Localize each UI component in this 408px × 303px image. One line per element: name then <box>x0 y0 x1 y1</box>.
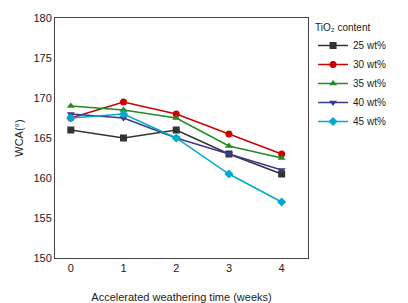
svg-text:TiO₂ content: TiO₂ content <box>315 22 370 33</box>
svg-text:30 wt%: 30 wt% <box>353 59 386 70</box>
svg-text:150: 150 <box>33 252 51 264</box>
svg-text:WCA(°): WCA(°) <box>13 119 25 156</box>
svg-text:1: 1 <box>120 262 126 274</box>
svg-text:45 wt%: 45 wt% <box>353 116 386 127</box>
svg-text:4: 4 <box>279 262 285 274</box>
svg-text:35 wt%: 35 wt% <box>353 78 386 89</box>
svg-text:180: 180 <box>33 12 51 24</box>
svg-text:40 wt%: 40 wt% <box>353 97 386 108</box>
svg-text:155: 155 <box>33 212 51 224</box>
svg-text:175: 175 <box>33 52 51 64</box>
svg-text:25 wt%: 25 wt% <box>353 40 386 51</box>
svg-text:165: 165 <box>33 132 51 144</box>
svg-text:160: 160 <box>33 172 51 184</box>
svg-text:170: 170 <box>33 92 51 104</box>
svg-text:Accelerated weathering time (w: Accelerated weathering time (weeks) <box>91 291 271 303</box>
svg-text:2: 2 <box>173 262 179 274</box>
svg-text:3: 3 <box>226 262 232 274</box>
svg-text:0: 0 <box>68 262 74 274</box>
